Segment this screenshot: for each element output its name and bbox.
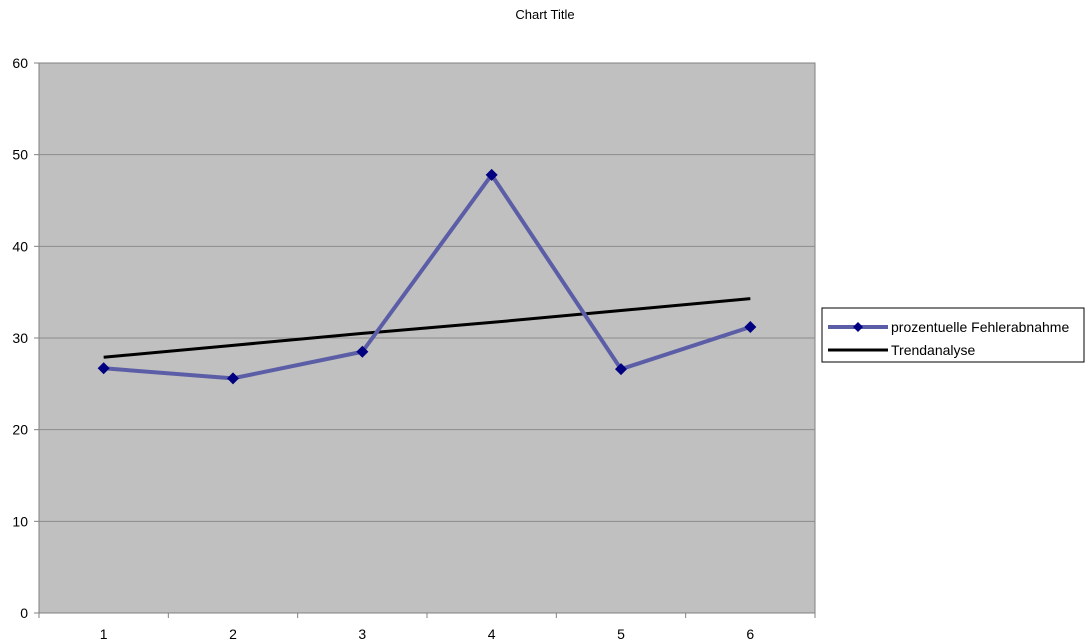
y-tick-label: 20 [12, 422, 28, 438]
y-tick-label: 60 [12, 55, 28, 71]
y-tick-label: 40 [12, 238, 28, 254]
x-tick-label: 4 [488, 626, 496, 642]
x-tick-label: 1 [100, 626, 108, 642]
y-tick-label: 0 [20, 605, 28, 621]
legend: prozentuelle Fehlerabnahme Trendanalyse [821, 307, 1085, 363]
x-tick-label: 5 [617, 626, 625, 642]
x-tick-label: 3 [358, 626, 366, 642]
series-layer [97, 168, 757, 385]
x-tick-label: 6 [746, 626, 754, 642]
data-point [744, 321, 757, 333]
y-tick-label: 10 [12, 513, 28, 529]
x-tick-label: 2 [229, 626, 237, 642]
series-line-2 [103, 297, 751, 359]
data-point [227, 372, 239, 385]
series-line-1 [103, 172, 751, 381]
y-axis-ticks: 0 10 20 30 40 50 60 [12, 55, 28, 621]
axes [34, 62, 816, 618]
x-axis-ticks: 1 2 3 4 5 6 [100, 626, 755, 642]
y-tick-label: 30 [12, 330, 28, 346]
y-tick-label: 50 [12, 147, 28, 163]
data-point [97, 362, 110, 375]
legend-marker-series-1 [853, 322, 863, 332]
data-point [356, 345, 369, 358]
data-point [485, 168, 498, 181]
chart-title: Chart Title [515, 7, 574, 22]
legend-box [821, 307, 1085, 363]
legend-label-series-1: prozentuelle Fehlerabnahme [891, 319, 1069, 335]
data-point [615, 363, 627, 376]
gridlines [39, 154, 815, 522]
legend-label-series-2: Trendanalyse [891, 342, 976, 358]
